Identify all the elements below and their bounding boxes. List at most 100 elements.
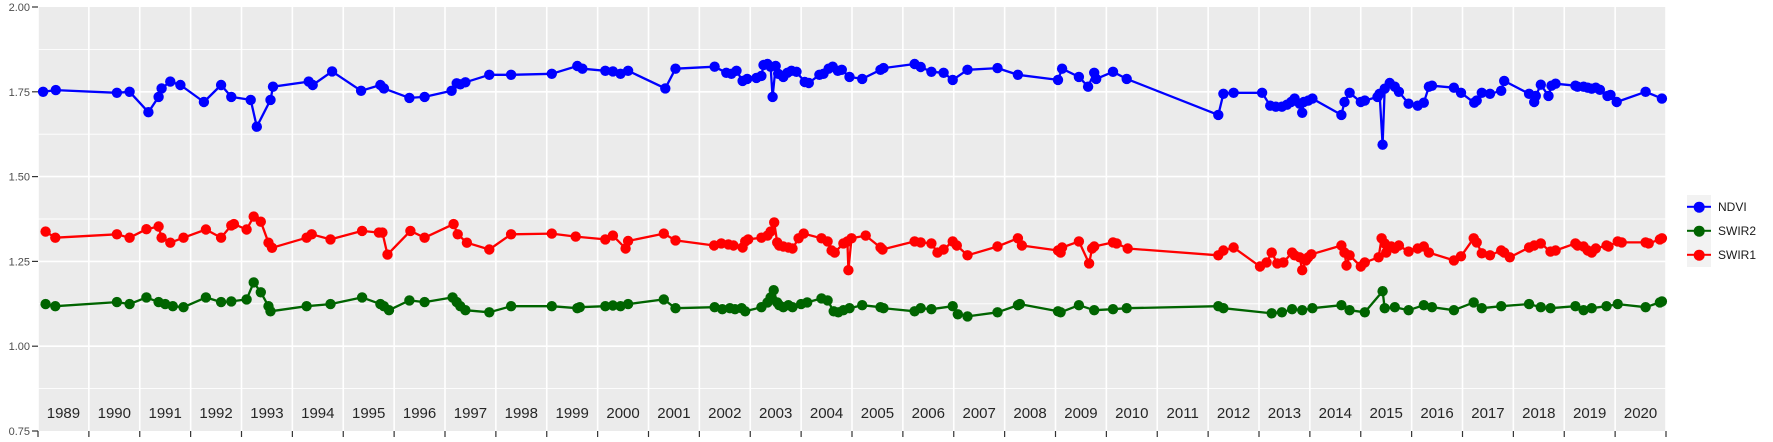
x-axis-label: 2018 <box>1522 405 1555 422</box>
data-point-SWIR2 <box>265 306 276 317</box>
data-point-NDVI <box>326 66 338 77</box>
data-point-NDVI <box>215 79 227 91</box>
x-axis-label: 2006 <box>912 405 945 422</box>
data-point-SWIR2 <box>1297 305 1308 316</box>
data-point-SWIR1 <box>607 230 619 241</box>
data-point-SWIR2 <box>1612 298 1623 310</box>
data-point-NDVI <box>1056 63 1068 74</box>
data-point-SWIR2 <box>607 300 619 311</box>
data-point-SWIR1 <box>926 238 937 249</box>
data-point-SWIR1 <box>178 232 189 243</box>
data-point-SWIR2 <box>248 277 259 288</box>
legend-entry-ndvi: NDVI <box>1687 195 1756 219</box>
data-point-NDVI <box>198 96 210 108</box>
data-point-SWIR2 <box>1448 305 1460 316</box>
data-point-SWIR2 <box>1476 303 1488 314</box>
data-point-NDVI <box>857 73 868 85</box>
data-point-SWIR2 <box>926 304 937 315</box>
data-point-SWIR1 <box>1550 245 1561 256</box>
x-axis-label: 2019 <box>1573 405 1606 422</box>
data-point-NDVI <box>307 79 318 91</box>
data-point-NDVI <box>267 81 279 92</box>
legend: NDVI SWIR2 SWIR1 <box>1687 195 1756 267</box>
data-point-SWIR2 <box>1601 301 1612 312</box>
data-point-NDVI <box>1471 95 1482 106</box>
data-point-NDVI <box>37 86 49 98</box>
data-point-SWIR1 <box>1083 258 1095 269</box>
data-point-SWIR1 <box>1359 257 1371 268</box>
y-axis-label: 0.75 <box>9 426 30 438</box>
data-point-SWIR1 <box>165 237 176 248</box>
data-point-SWIR2 <box>658 294 669 305</box>
legend-label-ndvi: NDVI <box>1718 200 1747 214</box>
data-point-SWIR1 <box>728 240 739 251</box>
data-point-SWIR2 <box>1055 307 1066 318</box>
data-point-SWIR2 <box>1089 305 1100 316</box>
data-point-SWIR1 <box>461 237 473 248</box>
x-axis-label: 1991 <box>149 405 182 422</box>
x-axis-label: 2007 <box>963 405 996 422</box>
data-point-SWIR1 <box>1111 238 1122 249</box>
data-point-NDVI <box>404 92 415 104</box>
data-point-SWIR1 <box>50 232 61 243</box>
data-point-SWIR1 <box>769 217 780 228</box>
data-point-NDVI <box>1656 93 1668 104</box>
data-point-SWIR2 <box>1578 305 1589 316</box>
data-point-SWIR2 <box>1073 300 1085 311</box>
data-point-SWIR1 <box>915 237 926 248</box>
data-point-SWIR1 <box>846 233 857 244</box>
data-point-NDVI <box>947 74 958 86</box>
data-point-SWIR1 <box>1373 252 1384 263</box>
data-point-NDVI <box>938 67 949 79</box>
data-point-SWIR1 <box>1504 252 1516 263</box>
x-axis-label: 1989 <box>47 405 80 422</box>
data-point-SWIR1 <box>405 225 416 237</box>
data-point-SWIR1 <box>1423 247 1435 258</box>
x-axis-label: 2012 <box>1217 405 1250 422</box>
x-axis-label: 2003 <box>759 405 792 422</box>
data-point-SWIR1 <box>787 243 798 254</box>
data-point-SWIR2 <box>141 292 152 303</box>
data-point-NDVI <box>1121 73 1132 85</box>
data-point-NDVI <box>1218 88 1229 100</box>
data-point-SWIR2 <box>878 303 889 314</box>
data-point-SWIR1 <box>325 234 336 245</box>
data-point-NDVI <box>251 121 262 132</box>
x-axis-label: 1994 <box>301 405 334 422</box>
data-point-SWIR1 <box>153 221 164 232</box>
data-point-SWIR2 <box>1276 307 1288 318</box>
data-point-NDVI <box>1426 80 1438 91</box>
data-point-NDVI <box>460 77 471 88</box>
data-point-SWIR2 <box>1379 303 1390 314</box>
data-point-SWIR1 <box>215 232 227 243</box>
data-point-SWIR1 <box>156 232 167 243</box>
data-point-SWIR2 <box>947 301 958 312</box>
data-point-NDVI <box>1344 87 1355 99</box>
x-axis-label: 1995 <box>352 405 385 422</box>
data-point-NDVI <box>926 66 937 78</box>
data-point-SWIR1 <box>1393 240 1405 251</box>
data-point-SWIR2 <box>40 298 51 310</box>
data-point-NDVI <box>50 84 61 96</box>
legend-label-swir2: SWIR2 <box>1718 224 1757 238</box>
data-point-NDVI <box>111 87 123 99</box>
data-point-NDVI <box>1073 71 1085 83</box>
data-point-SWIR2 <box>167 301 178 312</box>
data-point-SWIR1 <box>1016 240 1028 251</box>
x-axis-label: 1998 <box>505 405 538 422</box>
data-point-SWIR1 <box>505 229 517 240</box>
data-point-NDVI <box>1640 86 1651 98</box>
x-axis-label: 2004 <box>810 405 843 422</box>
x-axis-label: 2000 <box>606 405 639 422</box>
data-point-SWIR1 <box>1484 250 1496 261</box>
data-point-SWIR2 <box>124 298 135 310</box>
data-point-SWIR2 <box>50 301 61 312</box>
data-point-SWIR1 <box>1266 247 1277 258</box>
data-point-NDVI <box>245 94 256 106</box>
data-point-NDVI <box>1052 74 1064 86</box>
data-point-SWIR2 <box>1218 303 1229 314</box>
data-point-SWIR2 <box>1426 302 1438 313</box>
data-point-SWIR1 <box>992 241 1003 252</box>
data-point-NDVI <box>143 107 154 118</box>
